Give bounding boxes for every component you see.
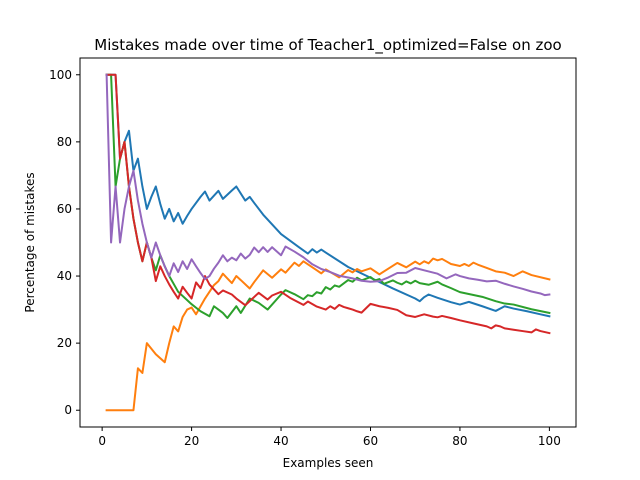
series-line-1 (105, 73, 551, 318)
series-line-3 (105, 73, 551, 319)
y-axis-label: Percentage of mistakes (23, 172, 37, 312)
y-tick-label: 20 (57, 336, 72, 350)
x-axis: 0 20 40 60 80 100 (98, 427, 561, 448)
x-tick-label: 80 (452, 434, 467, 448)
x-axis-label: Examples seen (283, 456, 374, 470)
series-line-5 (105, 73, 551, 297)
y-tick-label: 0 (64, 403, 72, 417)
x-tick-label: 0 (98, 434, 106, 448)
plot-area (105, 73, 551, 412)
y-tick-label: 100 (49, 68, 72, 82)
x-tick-label: 20 (184, 434, 199, 448)
y-axis: 0 20 40 60 80 100 (49, 68, 80, 417)
series-line-4 (105, 73, 551, 335)
x-tick-label: 60 (363, 434, 378, 448)
y-tick-label: 40 (57, 269, 72, 283)
y-tick-label: 80 (57, 135, 72, 149)
x-tick-label: 40 (273, 434, 288, 448)
y-tick-label: 60 (57, 202, 72, 216)
series-line-2 (105, 257, 551, 412)
plot-frame (79, 57, 577, 428)
chart-title: Mistakes made over time of Teacher1_opti… (94, 36, 561, 55)
x-tick-label: 100 (538, 434, 561, 448)
